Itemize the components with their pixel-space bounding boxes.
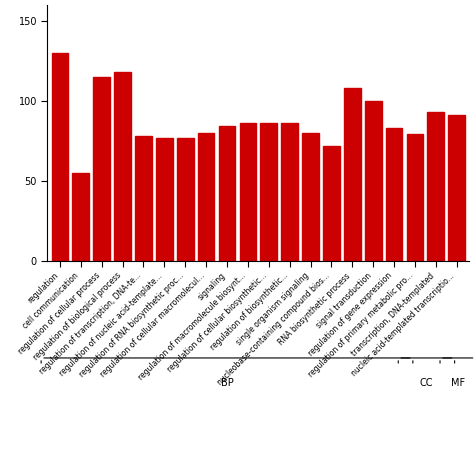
Bar	[73, 173, 89, 261]
Bar	[407, 134, 423, 261]
Bar	[156, 137, 173, 261]
Bar	[365, 101, 382, 261]
Bar	[219, 127, 236, 261]
Bar	[177, 137, 193, 261]
Bar	[344, 88, 361, 261]
Text: BP: BP	[220, 378, 233, 388]
Bar	[114, 72, 131, 261]
Text: CC: CC	[419, 378, 433, 388]
Bar	[260, 123, 277, 261]
Text: MF: MF	[451, 378, 465, 388]
Bar	[323, 146, 340, 261]
Bar	[135, 136, 152, 261]
Bar	[93, 77, 110, 261]
Bar	[52, 53, 68, 261]
Bar	[281, 123, 298, 261]
Bar	[239, 123, 256, 261]
Bar	[386, 128, 402, 261]
Bar	[448, 115, 465, 261]
Bar	[198, 133, 214, 261]
Bar	[302, 133, 319, 261]
Bar	[428, 112, 444, 261]
